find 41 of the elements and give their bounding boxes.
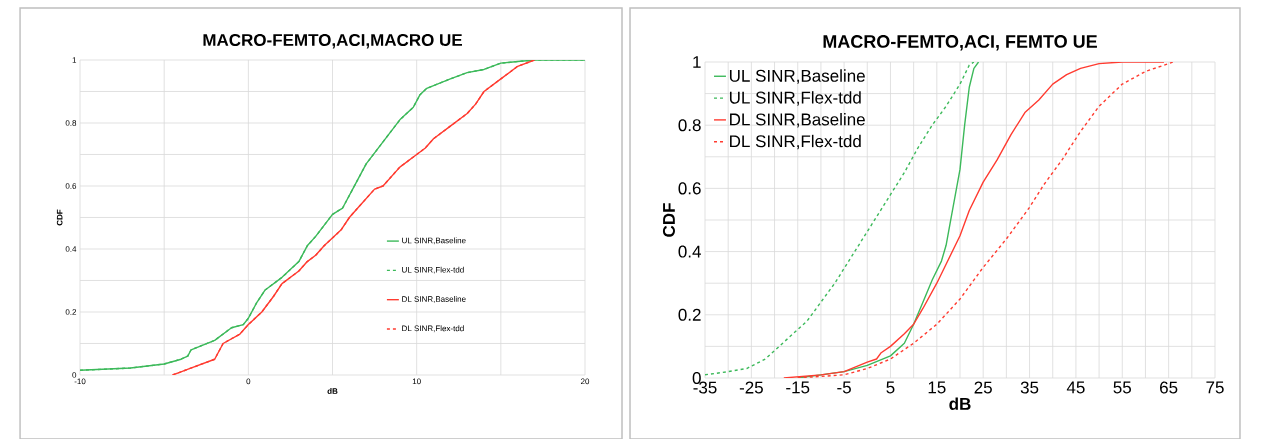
legend-label: DL SINR,Baseline [402, 296, 466, 303]
y-tick-label: 0.2 [678, 308, 701, 321]
legend-label: UL SINR,Baseline [729, 69, 865, 84]
y-tick-label: 0.4 [65, 246, 77, 252]
y-tick-label: 1 [693, 56, 701, 68]
x-tick-label: -5 [837, 381, 851, 394]
y-tick-label: 0.6 [678, 182, 701, 195]
x-tick-label: 0 [246, 378, 251, 385]
x-tick-label: 20 [580, 378, 590, 385]
x-tick-label: 35 [1020, 381, 1039, 394]
line-series [705, 62, 975, 376]
x-axis-title: dB [949, 397, 971, 410]
x-tick-label: 5 [886, 381, 895, 394]
y-tick-label: 0.2 [65, 309, 77, 315]
legend-label: UL SINR,Flex-tdd [402, 266, 464, 274]
x-tick-label: 75 [1206, 381, 1224, 394]
y-tick-label: 0 [72, 372, 77, 378]
legend-label: DL SINR,Baseline [730, 112, 865, 128]
legend-label: UL SINR,Flex-tdd [729, 91, 861, 106]
x-tick-label: 55 [1113, 381, 1131, 394]
x-tick-label: 15 [928, 381, 946, 394]
x-tick-label: -10 [74, 378, 86, 385]
y-axis-title: CDF [662, 203, 675, 237]
x-tick-label: 45 [1066, 381, 1085, 394]
legend-label: DL SINR,Flex-tdd [402, 325, 464, 333]
chart-title: MACRO-FEMTO,ACI, FEMTO UE [823, 35, 1097, 51]
legend-label: DL SINR,Flex-tdd [730, 134, 861, 150]
y-axis-title: CDF [56, 209, 63, 226]
y-tick-label: 0.6 [65, 183, 77, 189]
y-tick-label: 0.8 [65, 120, 77, 126]
legend-label: UL SINR,Baseline [402, 237, 466, 245]
chart-title: MACRO-FEMTO,ACI,MACRO UE [203, 33, 462, 49]
y-tick-label: 1 [72, 57, 77, 63]
x-tick-label: -15 [786, 381, 810, 394]
x-tick-label: 25 [974, 381, 992, 394]
x-tick-label: 10 [412, 378, 421, 385]
x-tick-label: -25 [739, 381, 763, 394]
y-tick-label: 0.8 [678, 119, 701, 132]
x-tick-label: 65 [1160, 381, 1178, 394]
y-tick-label: 0.4 [678, 245, 701, 258]
x-axis-title: dB [327, 388, 338, 394]
